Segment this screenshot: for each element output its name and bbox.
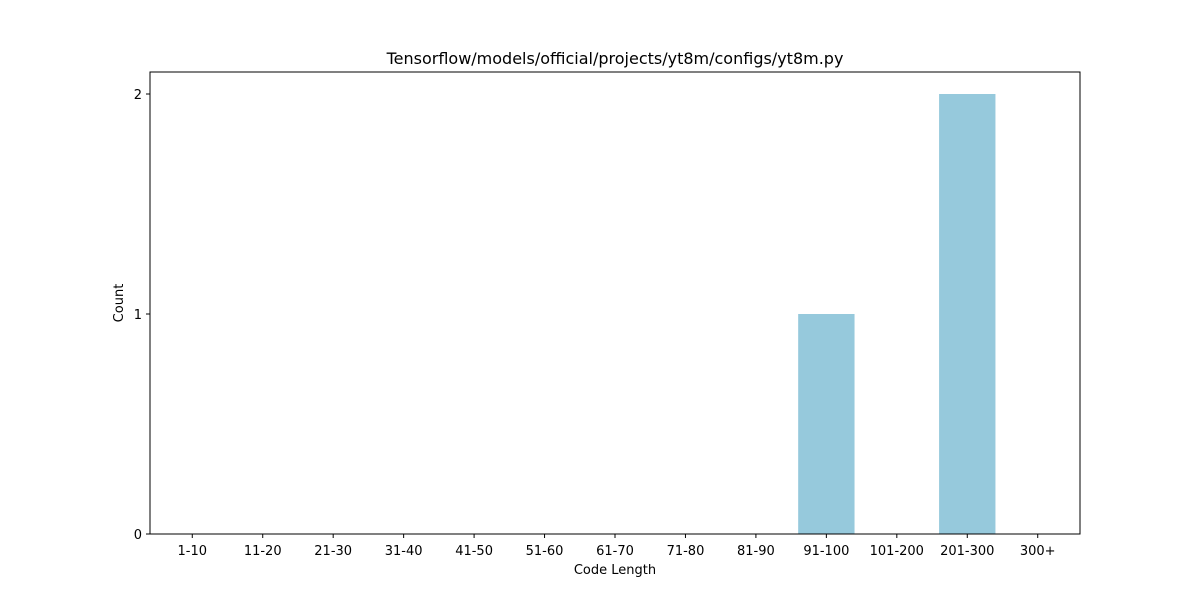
y-tick-label: 1 [134, 308, 142, 323]
y-axis-label: Count [112, 284, 127, 323]
x-tick-label: 41-50 [455, 544, 493, 559]
x-tick-label: 81-90 [737, 544, 775, 559]
x-tick-label: 21-30 [314, 544, 352, 559]
x-tick-label: 71-80 [667, 544, 705, 559]
bar-91-100 [798, 314, 855, 534]
chart-title: Tensorflow/models/official/projects/yt8m… [386, 49, 844, 68]
bar-201-300 [939, 94, 996, 534]
y-tick-label: 2 [134, 88, 142, 103]
x-axis-ticks: 1-10 11-20 21-30 31-40 41-50 51-60 61-70 71-80 8… [178, 534, 1056, 559]
x-tick-label: 11-20 [244, 544, 282, 559]
y-tick-label: 0 [134, 528, 142, 543]
x-tick-label: 1-10 [178, 544, 208, 559]
x-tick-label: 51-60 [526, 544, 564, 559]
y-axis-ticks: 0 1 2 [134, 88, 150, 543]
x-tick-label: 31-40 [385, 544, 423, 559]
x-tick-label: 300+ [1020, 544, 1056, 559]
x-tick-label: 61-70 [596, 544, 634, 559]
bars-group [798, 94, 996, 534]
x-tick-label: 91-100 [803, 544, 849, 559]
x-axis-label: Code Length [574, 563, 656, 578]
x-tick-label: 101-200 [870, 544, 924, 559]
x-tick-label: 201-300 [940, 544, 994, 559]
